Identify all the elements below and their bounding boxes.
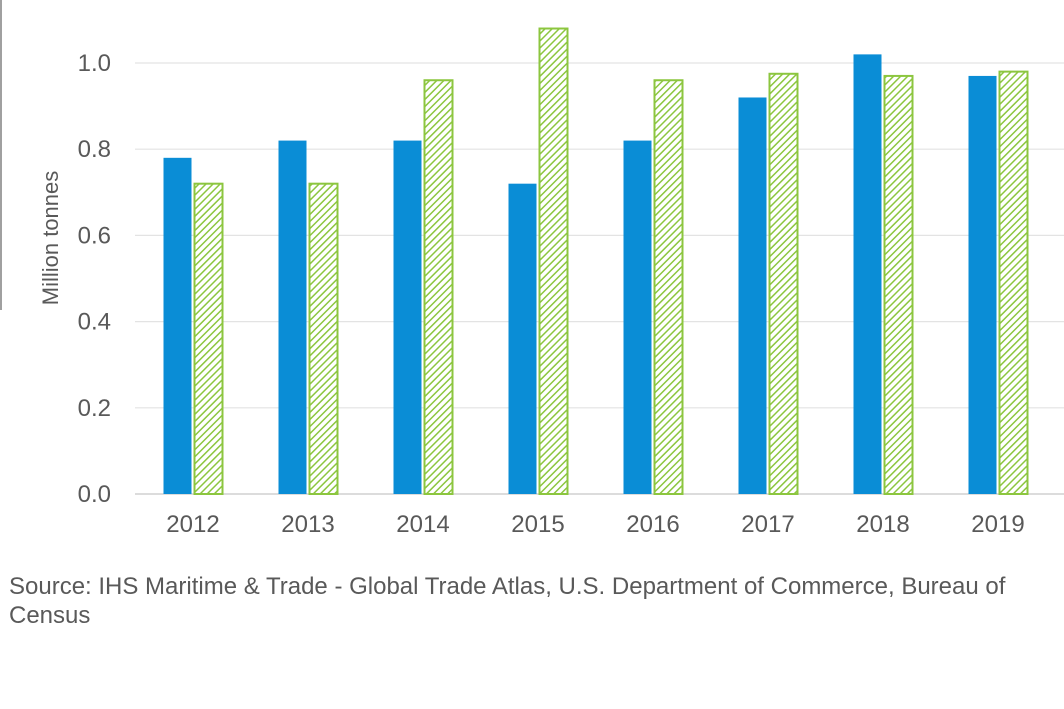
gridlines (135, 62, 1064, 495)
x-tick-label: 2019 (971, 511, 1024, 538)
bar-series-2-2013 (308, 182, 339, 495)
y-tick-label: 0.4 (78, 309, 111, 336)
bar-chart: 0.00.20.40.60.81.0 2012 2013 2014 2015 2016 2… (0, 0, 1064, 538)
x-axis-ticks: 2012 2013 2014 2015 2016 2017 2018 2019 (166, 511, 1024, 538)
y-tick-label: 1.0 (78, 50, 111, 77)
bars (163, 27, 1029, 496)
y-axis-ticks: 0.0 0.2 0.4 0.6 0.8 1.0 (78, 50, 111, 508)
bar-series-1-2017 (738, 97, 767, 494)
bar-series-1-2019 (968, 75, 997, 495)
bar-series-2-2015 (538, 27, 569, 496)
y-axis-title: Million tonnes (38, 171, 63, 306)
y-tick-label: 0.2 (78, 395, 111, 422)
bar-series-2-2016 (653, 79, 684, 496)
bar-series-1-2014 (393, 140, 422, 494)
x-tick-label: 2018 (856, 511, 909, 538)
bar-series-1-2012 (163, 157, 192, 494)
bar-series-1-2018 (853, 54, 882, 494)
x-tick-label: 2014 (396, 511, 449, 538)
bar-series-1-2016 (623, 140, 652, 494)
source-note: Source: IHS Maritime & Trade - Global Tr… (9, 573, 1006, 629)
bar-series-2-2012 (193, 182, 224, 495)
bar-series-1-2013 (278, 140, 307, 494)
bar-series-2-2017 (768, 72, 799, 496)
x-tick-label: 2015 (511, 511, 564, 538)
bar-series-2-2019 (998, 70, 1029, 496)
x-tick-label: 2017 (741, 511, 794, 538)
bar-series-1-2015 (508, 183, 537, 494)
x-tick-label: 2012 (166, 511, 219, 538)
y-tick-label: 0.6 (78, 222, 111, 249)
bar-series-2-2018 (883, 74, 914, 496)
bar-series-2-2014 (423, 79, 454, 496)
x-tick-label: 2013 (281, 511, 334, 538)
y-tick-label: 0.8 (78, 136, 111, 163)
y-tick-label: 0.0 (78, 481, 111, 508)
x-tick-label: 2016 (626, 511, 679, 538)
